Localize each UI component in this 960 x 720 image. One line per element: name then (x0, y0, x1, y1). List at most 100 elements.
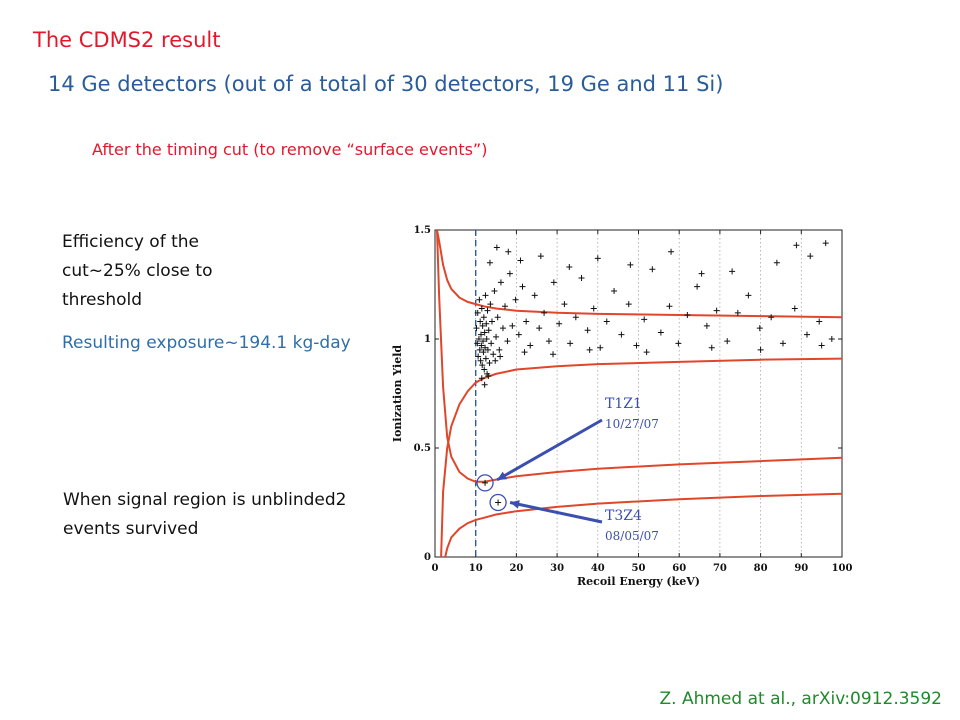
callout-arrow-shaft (509, 501, 603, 524)
slide-subtitle: 14 Ge detectors (out of a total of 30 de… (48, 72, 724, 96)
x-tick-label: 40 (591, 563, 605, 574)
x-tick-label: 30 (550, 563, 564, 574)
event-point (627, 261, 634, 268)
y-axis-label: Ionization Yield (391, 345, 404, 442)
event-point (493, 244, 500, 251)
event-point (807, 253, 814, 260)
event-point (481, 329, 488, 336)
event-point (550, 351, 557, 358)
event-point (578, 274, 585, 281)
callout-arrow-shaft (496, 418, 603, 482)
event-point (713, 307, 720, 314)
highlighted-event-point (482, 479, 489, 486)
x-tick-label: 100 (832, 563, 853, 574)
event-point (816, 318, 823, 325)
highlighted-event-point (495, 499, 502, 506)
event-point (618, 331, 625, 338)
event-point (491, 288, 498, 295)
event-point (478, 375, 485, 382)
detector-date: 08/05/07 (605, 529, 659, 543)
event-point (504, 338, 511, 345)
event-point (584, 327, 591, 334)
event-point (493, 333, 500, 340)
x-tick-label: 80 (754, 563, 768, 574)
event-point (480, 314, 487, 321)
event-point (590, 305, 597, 312)
event-point (479, 362, 486, 369)
event-point (657, 329, 664, 336)
event-point (649, 266, 656, 273)
event-point (729, 268, 736, 275)
event-point (597, 344, 604, 351)
event-point (474, 340, 481, 347)
event-point (490, 351, 497, 358)
event-point (481, 366, 488, 373)
event-point (572, 314, 579, 321)
event-point (477, 357, 484, 364)
event-point (724, 338, 731, 345)
timing-cut-note: After the timing cut (to remove “surface… (92, 140, 488, 159)
event-point (473, 325, 480, 332)
event-point (556, 320, 563, 327)
event-point (603, 318, 610, 325)
event-point (478, 305, 485, 312)
x-axis-label: Recoil Energy (keV) (577, 575, 700, 588)
y-tick-label: 1.5 (414, 225, 431, 236)
callout-arrow-head (497, 471, 508, 480)
event-point (475, 336, 482, 342)
event-point (486, 259, 493, 266)
x-tick-label: 10 (469, 563, 483, 574)
signal-region-note: When signal region is unblinded2 events … (63, 490, 347, 539)
event-point (499, 325, 506, 332)
event-point (502, 303, 509, 310)
event-point (545, 338, 552, 345)
event-point (481, 381, 488, 388)
event-point (818, 342, 825, 349)
event-markers (473, 240, 835, 388)
event-point (550, 279, 557, 286)
event-point (479, 322, 486, 329)
event-point (756, 325, 763, 332)
highlighted-event-circle (489, 493, 507, 512)
event-point (485, 327, 492, 334)
y-tick-label: 0 (424, 552, 431, 563)
event-point (757, 346, 764, 353)
event-point (541, 309, 548, 316)
event-point (779, 340, 786, 347)
event-point (515, 331, 522, 338)
event-point (734, 309, 741, 316)
event-point (483, 320, 490, 327)
event-point (641, 316, 648, 323)
event-point (483, 336, 490, 342)
event-point (791, 305, 798, 312)
event-point (521, 349, 528, 356)
event-point (505, 248, 512, 255)
event-point (478, 342, 485, 349)
x-tick-label: 60 (672, 563, 686, 574)
event-point (803, 331, 810, 338)
event-point (698, 270, 705, 277)
event-point (527, 342, 534, 349)
event-point (625, 301, 632, 308)
event-point (537, 253, 544, 260)
event-point (561, 301, 568, 308)
citation: Z. Ahmed at al., arXiv:0912.3592 (659, 689, 942, 709)
ionization-yield-plot: 0 10 20 30 40 50 60 70 80 90 100 0 0.5 1 1.5 Recoil Ene… (391, 225, 853, 588)
event-point (768, 314, 775, 321)
event-point (822, 240, 829, 247)
event-point (475, 353, 482, 360)
event-point (536, 325, 543, 332)
event-point (484, 346, 491, 353)
event-point (477, 331, 484, 338)
y-tick-label: 0.5 (414, 443, 431, 454)
event-point (666, 303, 673, 310)
event-point (476, 346, 483, 353)
event-point (482, 292, 489, 299)
detector-date: 10/27/07 (605, 417, 659, 431)
event-point (567, 340, 574, 347)
curve-nuclear_recoil_upper (436, 230, 842, 483)
event-point (643, 349, 650, 356)
x-tick-label: 90 (794, 563, 808, 574)
slide-title: The CDMS2 result (33, 28, 221, 52)
event-point (480, 338, 487, 345)
